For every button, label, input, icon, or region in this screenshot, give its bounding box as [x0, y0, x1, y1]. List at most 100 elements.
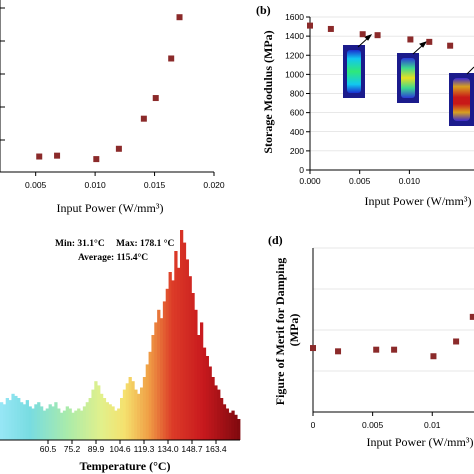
panel-c-bar-43 [122, 389, 127, 440]
panel-c-bar-11 [31, 408, 35, 440]
panel-c-bar-24 [68, 408, 72, 440]
panel-b-y-tick-label-6: 1200 [285, 50, 304, 60]
panel-c-x-tick-label-3: 104.6 [109, 444, 131, 454]
panel-b-y-tick-label-3: 600 [290, 108, 304, 118]
panel-a-point-6 [168, 55, 175, 62]
panel-d-x-tick-label-1: 0.005 [362, 420, 384, 430]
panel-c-bar-25 [71, 412, 75, 440]
panel-b-point-5 [426, 38, 433, 45]
panel-c-bar-10 [28, 406, 32, 440]
panel-c-bar-33 [94, 381, 98, 440]
panel-a: 0.005 0.010 0.015 0.020 Input Power (W/mm³) [0, 0, 225, 215]
panel-d-y-axis-label: Figure of Merit for Damping (MPa) [273, 255, 301, 406]
panel-c-bar-81 [231, 410, 235, 440]
panel-a-point-7 [176, 14, 183, 21]
panel-c-bar-56 [160, 318, 164, 440]
panel-b-point-2 [359, 31, 366, 38]
panel-c-bar-15 [42, 410, 47, 440]
panel-b-point-0 [307, 22, 313, 29]
panel-c-bar-32 [91, 389, 95, 440]
panel-d-point-0 [310, 345, 316, 352]
panel-c-bar-36 [102, 398, 107, 440]
panel-d-gridlines [313, 247, 474, 413]
panel-c-bar-14 [40, 406, 44, 440]
panel-a-point-4 [140, 115, 147, 122]
panel-c-x-tick-label-1: 75.2 [64, 444, 81, 454]
panel-c-bar-16 [45, 408, 49, 440]
panel-c-bar-46 [131, 381, 135, 440]
panel-c-bar-58 [165, 288, 169, 440]
panel-b-x-tick-label-1: 0.005 [349, 176, 371, 186]
panel-c-histogram-bars [0, 230, 241, 440]
panel-c-bar-62 [177, 267, 181, 440]
panel-c-bar-74 [211, 377, 215, 440]
panel-c-bar-64 [182, 242, 187, 440]
panel-a-x-tick-label-1: 0.010 [84, 180, 106, 190]
panel-d-x-axis-label: Input Power (W/mm³) [367, 435, 474, 449]
panel-c-x-tick-label-4: 119.3 [134, 444, 155, 454]
panel-c-bar-26 [74, 410, 78, 440]
panel-b-y-tick-label-2: 400 [290, 127, 304, 137]
panel-c-bar-68 [194, 309, 198, 440]
panel-c-bar-53 [151, 335, 155, 440]
panel-c-x-tick-label-5: 134.0 [157, 444, 179, 454]
panel-c-bar-51 [145, 364, 149, 440]
panel-b-y-tick-label-4: 800 [290, 89, 304, 99]
panel-d-x-tick-label-0: 0 [311, 420, 316, 430]
panel-c-bar-82 [234, 414, 238, 440]
panel-c-bar-78 [222, 404, 227, 440]
panel-d-x-ticks: 0 0.005 0.01 [311, 412, 441, 430]
panel-d-point-5 [453, 338, 460, 345]
panel-c-bar-12 [34, 404, 38, 440]
panel-c-bar-49 [140, 387, 144, 440]
panel-c-bar-27 [77, 408, 81, 440]
panel-b-point-4 [407, 36, 414, 43]
panel-c-bar-21 [60, 412, 64, 440]
panel-d-x-tick-label-2: 0.01 [424, 420, 441, 430]
panel-b-point-1 [327, 25, 334, 32]
panel-c-bar-48 [137, 393, 141, 440]
panel-c-bar-41 [117, 408, 121, 440]
panel-b-y-tick-label-8: 1600 [285, 12, 304, 22]
thermal-specimen-image-2 [397, 53, 419, 103]
panel-c-bar-67 [191, 293, 195, 440]
panel-c-x-axis-label: Temperature (°C) [79, 459, 170, 473]
panel-c-bar-52 [148, 351, 152, 440]
panel-c-bar-7 [20, 402, 24, 440]
panel-c-bar-39 [111, 406, 115, 440]
panel-c-bar-50 [142, 377, 147, 440]
panel-c-bar-38 [108, 404, 112, 440]
panel-b-y-tick-label-5: 1000 [285, 69, 304, 79]
thermal-specimen-image-1 [343, 45, 365, 98]
panel-c-bar-45 [128, 377, 132, 440]
panel-b-points [307, 22, 454, 49]
panel-d-letter: (d) [268, 233, 283, 247]
panel-c-bar-1 [2, 404, 7, 440]
average-temperature-label: Average: 115.4°C [78, 252, 148, 263]
panel-c-bar-13 [37, 402, 41, 440]
panel-c-x-ticks: 60.5 75.2 89.9 104.6 119.3 134.0 148.7 163.4 [40, 440, 227, 454]
panel-b-x-ticks: 0.000 0.005 0.010 [299, 170, 420, 186]
panel-c: 60.5 75.2 89.9 104.6 119.3 134.0 148.7 163.4 Mi… [0, 230, 241, 473]
panel-c-bar-83 [237, 419, 241, 440]
panel-b-point-3 [374, 32, 381, 39]
panel-c-bar-76 [217, 389, 221, 440]
panel-d-y-axis-label-line-1: Figure of Merit for Damping [273, 258, 287, 406]
panel-b-x-tick-label-0: 0.000 [299, 176, 321, 186]
panel-c-bar-73 [208, 366, 212, 440]
panel-a-points [36, 14, 183, 163]
panel-c-bar-3 [8, 400, 12, 440]
panel-c-bar-80 [228, 412, 232, 440]
panel-c-bar-66 [188, 276, 192, 440]
pointer-arrows [357, 34, 474, 75]
panel-c-bar-28 [80, 410, 84, 440]
panel-c-x-tick-label-0: 60.5 [40, 444, 57, 454]
panel-c-bar-19 [54, 402, 58, 440]
panel-a-point-1 [54, 152, 61, 159]
panel-c-bar-71 [202, 347, 207, 440]
panel-a-y-ticks [0, 7, 5, 141]
panel-c-bar-59 [168, 272, 172, 440]
panel-c-bar-8 [22, 404, 27, 440]
